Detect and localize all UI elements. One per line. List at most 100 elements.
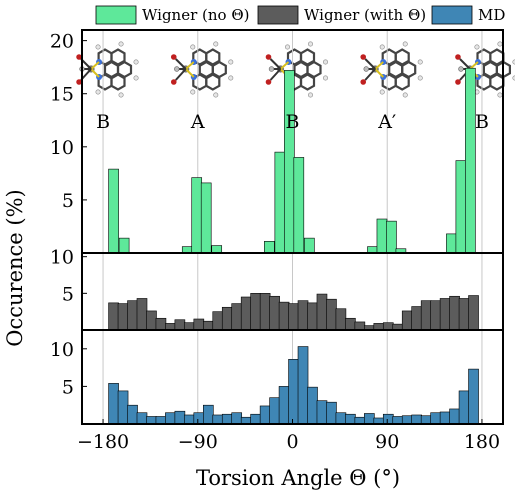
legend-swatch-md [431,5,473,25]
legend: Wigner (no Θ) Wigner (with Θ) MD [95,5,505,25]
bar [259,405,271,425]
legend-label-wigner-no-theta: Wigner (no Θ) [142,6,250,24]
molecule-icon [76,41,139,98]
x-tick-label: −180 [77,431,129,453]
molecule-icon [360,41,423,98]
legend-swatch-wigner-no-theta [95,5,137,25]
bar [430,412,441,425]
bar [411,414,422,425]
bar [297,300,309,331]
bar [439,298,451,331]
bar [307,302,318,331]
bar [203,404,214,425]
bar [458,390,470,425]
bar [108,168,119,254]
bar [165,412,176,425]
bar [449,295,460,331]
bar [455,160,467,254]
bar [117,303,129,331]
bar [250,293,261,331]
bar [221,306,233,331]
structure-label: B [286,111,300,133]
structure-label: B [96,111,110,133]
bar [278,386,290,425]
legend-label-md: MD [478,6,505,24]
bar [191,177,203,254]
bar [193,318,205,331]
y-tick-label: 5 [62,376,74,398]
bar [401,310,413,331]
bar [136,298,148,331]
bar [420,415,432,425]
y-tick-label: 10 [50,247,74,269]
legend-label-wigner-with-theta: Wigner (with Θ) [304,6,426,24]
bar [212,414,224,425]
molecule-icon [265,41,328,98]
x-tick-label: −90 [178,431,218,453]
panel-wigner-with: 5 10 [50,247,504,331]
bar [146,416,157,425]
bar [411,306,422,331]
y-tick-label: 5 [62,190,74,212]
y-axis-label: Occurence (%) [3,189,27,346]
bar [269,397,280,425]
bar [221,413,233,425]
bar [108,383,119,425]
bar [284,70,295,254]
bar [354,321,366,331]
bar [316,293,328,331]
legend-swatch-wigner-with-theta [257,5,299,25]
bar [335,308,347,331]
bar [288,303,299,331]
bar [200,182,212,254]
bar [458,298,470,331]
bar [364,413,375,425]
x-tick-label: 0 [286,431,298,453]
bar [231,412,243,425]
bar [184,414,195,425]
x-tick-label: 180 [464,431,500,453]
bar [146,310,157,331]
x-axis-label: Torsion Angle Θ (°) [196,466,400,490]
bar [304,237,315,254]
panel-wigner-no: 5 10 15 20 [50,29,504,254]
bar [259,293,271,331]
bar [468,295,479,331]
bar [127,404,138,425]
bar [468,368,479,425]
bar [345,413,356,425]
bar [386,220,397,254]
molecule-icon [455,41,515,98]
bar [354,416,366,425]
bar [335,412,347,425]
y-tick-label: 15 [50,84,74,106]
y-tick-label: 5 [62,283,74,305]
bar [382,413,394,425]
bar [118,237,130,254]
y-tick-label: 20 [50,31,74,53]
bar [203,320,214,331]
bar [264,241,275,254]
bar [136,412,148,425]
bar [326,401,337,425]
y-tick-label: 10 [50,137,74,159]
bar [376,218,388,254]
structure-label: A [190,111,205,133]
bar [293,157,305,254]
bar [401,415,413,425]
bar [117,390,129,425]
bar [439,411,451,425]
bar [345,317,356,331]
bar [155,416,167,425]
bar [316,400,328,425]
bar [193,412,205,425]
bar [231,303,243,331]
bar [288,359,299,425]
molecule-icon [170,41,234,98]
bar [430,300,441,331]
bar [212,311,224,331]
molecule-structures [76,41,515,98]
y-tick-label: 10 [50,339,74,361]
x-tick-label: 90 [375,431,399,453]
